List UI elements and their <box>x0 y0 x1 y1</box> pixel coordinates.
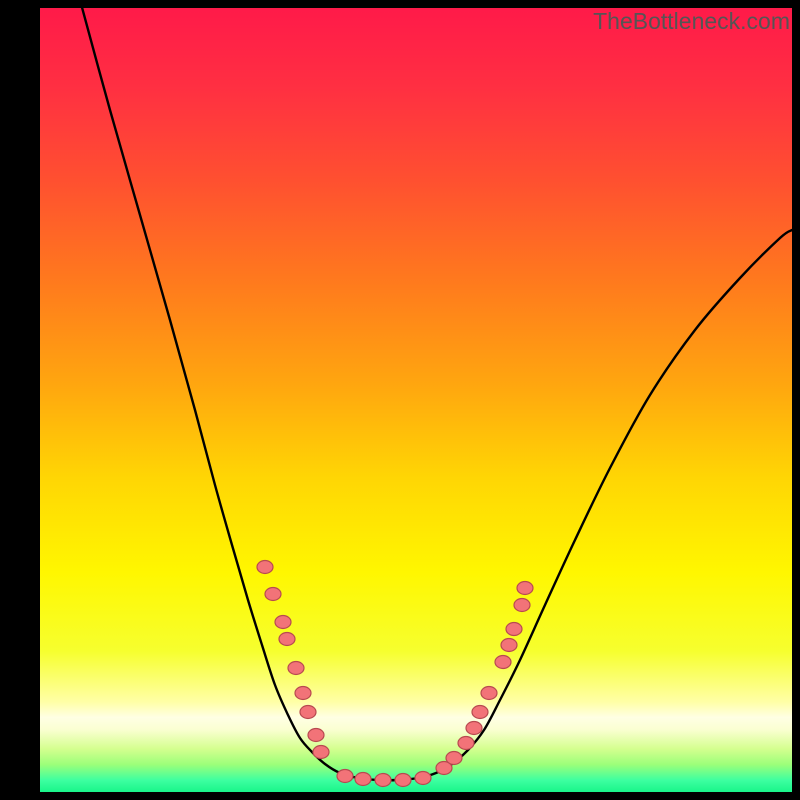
marker-right-5 <box>481 687 497 700</box>
bottleneck-curve <box>80 8 792 780</box>
marker-right-1 <box>446 752 462 765</box>
marker-left-6 <box>300 706 316 719</box>
marker-left-2 <box>275 616 291 629</box>
marker-bottom-4 <box>415 772 431 785</box>
marker-right-3 <box>466 722 482 735</box>
marker-left-4 <box>288 662 304 675</box>
marker-left-1 <box>265 588 281 601</box>
chart-overlay <box>40 8 792 792</box>
watermark-text: TheBottleneck.com <box>593 8 790 35</box>
marker-left-8 <box>313 746 329 759</box>
marker-bottom-0 <box>337 770 353 783</box>
marker-right-10 <box>517 582 533 595</box>
marker-right-6 <box>495 656 511 669</box>
marker-bottom-3 <box>395 774 411 787</box>
marker-left-3 <box>279 633 295 646</box>
marker-right-9 <box>514 599 530 612</box>
marker-right-8 <box>506 623 522 636</box>
marker-bottom-2 <box>375 774 391 787</box>
marker-right-4 <box>472 706 488 719</box>
marker-right-7 <box>501 639 517 652</box>
marker-right-2 <box>458 737 474 750</box>
marker-left-7 <box>308 729 324 742</box>
marker-bottom-1 <box>355 773 371 786</box>
marker-left-5 <box>295 687 311 700</box>
marker-left-0 <box>257 561 273 574</box>
marker-group <box>257 561 533 787</box>
plot-area <box>40 8 792 792</box>
